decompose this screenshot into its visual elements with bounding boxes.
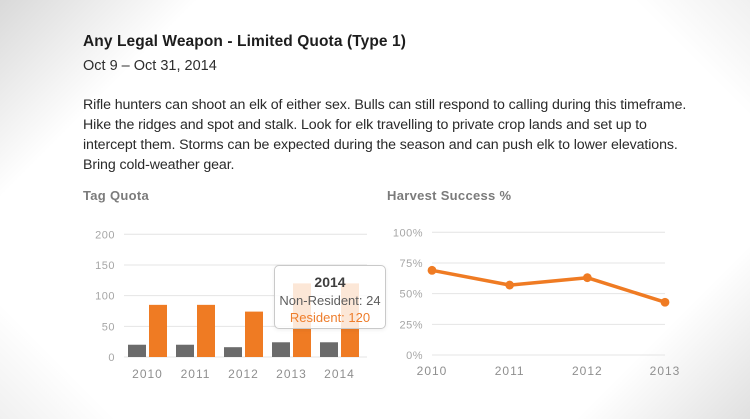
axis-tick-label: 25% (399, 319, 423, 331)
harvest-success-line-chart[interactable]: 0% 25% 50% 75% 100% 2010 2011 2012 2013 (387, 212, 727, 392)
harvest-success-chart-title: Harvest Success % (387, 188, 512, 203)
line-point-2011[interactable] (505, 280, 515, 290)
axis-tick-label: 100% (393, 227, 423, 239)
season-description: Rifle hunters can shoot an elk of either… (83, 97, 687, 173)
axis-tick-label: 50% (399, 289, 423, 301)
tooltip-resident-value: Resident: 120 (289, 310, 371, 325)
bar-non-resident-2010[interactable] (128, 344, 146, 357)
axis-tick-label: 2011 (495, 364, 525, 378)
axis-tick-label: 0 (108, 352, 115, 364)
axis-tick-label: 2012 (228, 367, 259, 381)
axis-tick-label: 150 (95, 260, 115, 272)
tooltip-year: 2014 (314, 274, 346, 290)
season-title: Any Legal Weapon - Limited Quota (Type 1… (83, 33, 407, 50)
tag-quota-chart-title: Tag Quota (83, 188, 150, 203)
harvest-success-line (430, 268, 667, 304)
bar-non-resident-2011[interactable] (176, 344, 194, 357)
bar-non-resident-2012[interactable] (224, 347, 242, 357)
tag-quota-bar-chart[interactable]: 0 50 100 150 200 2010 2011 2012 2013 2014 (83, 212, 387, 392)
axis-tick-label: 200 (95, 229, 115, 241)
axis-tick-label: 100 (95, 291, 115, 303)
bar-non-resident-2014[interactable] (320, 342, 338, 357)
tag-quota-svg: 0 50 100 150 200 2010 2011 2012 2013 2014 (95, 229, 367, 381)
axis-tick-label: 2010 (132, 367, 163, 381)
charts-section: Tag Quota 0 50 100 150 200 2010 2011 2012 2013 20… (83, 188, 743, 398)
axis-tick-label: 2014 (324, 367, 355, 381)
axis-tick-label: 0% (406, 350, 423, 362)
axis-tick-label: 2011 (181, 367, 211, 381)
bar-resident-2010[interactable] (149, 304, 167, 357)
season-date-range: Oct 9 – Oct 31, 2014 (83, 58, 217, 74)
harvest-success-chart: Harvest Success % 0% 25% 50% 75% 100% 2010 201… (387, 188, 727, 392)
axis-tick-label: 2012 (572, 364, 603, 378)
bar-resident-2011[interactable] (197, 304, 215, 357)
line-point-2010[interactable] (427, 265, 437, 275)
axis-tick-label: 2010 (417, 364, 448, 378)
tooltip-non-resident-value: Non-Resident: 24 (279, 293, 381, 308)
line-point-2013[interactable] (660, 297, 670, 307)
axis-tick-label: 2013 (276, 367, 307, 381)
tag-quota-chart: Tag Quota 0 50 100 150 200 2010 2011 2012 2013 20… (83, 188, 387, 392)
harvest-success-svg: 0% 25% 50% 75% 100% 2010 2011 2012 2013 (393, 227, 681, 378)
bar-resident-2012[interactable] (245, 311, 263, 357)
chart-tooltip: 2014 Non-Resident: 24 Resident: 120 (274, 265, 386, 329)
axis-tick-label: 50 (102, 321, 115, 333)
axis-tick-label: 2013 (650, 364, 681, 378)
line-point-2012[interactable] (582, 273, 592, 283)
bar-non-resident-2013[interactable] (272, 342, 290, 357)
axis-tick-label: 75% (399, 258, 423, 270)
